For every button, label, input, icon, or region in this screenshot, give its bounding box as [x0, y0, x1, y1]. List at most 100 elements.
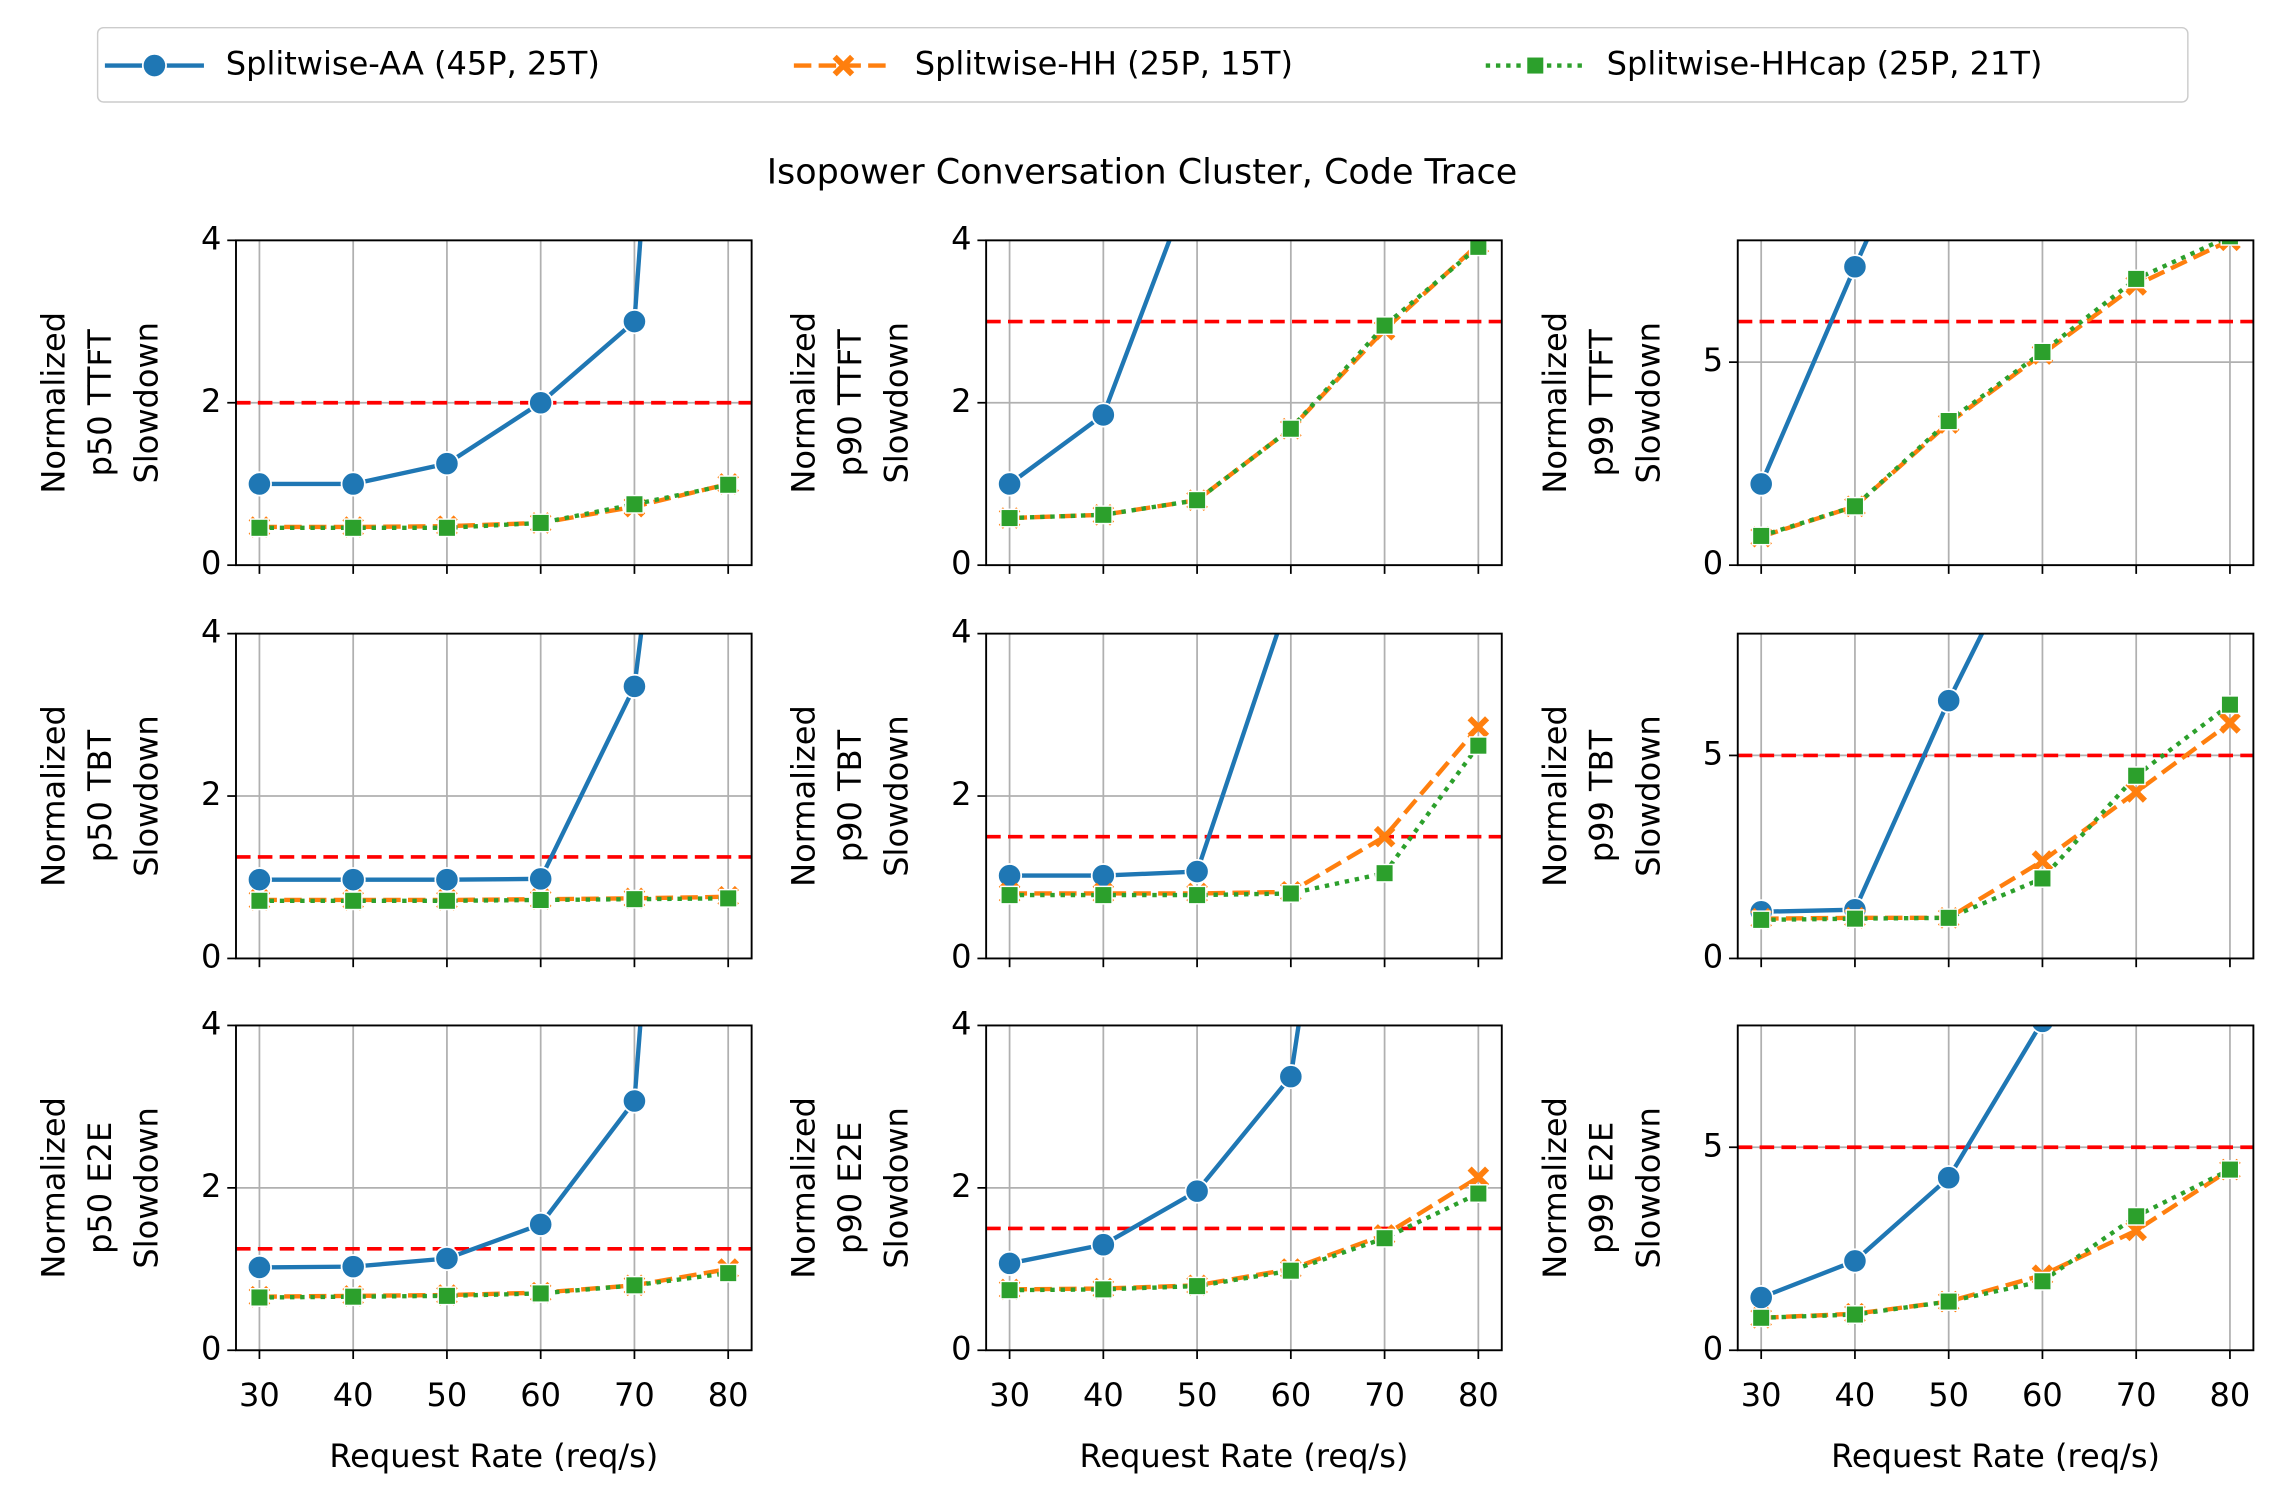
series-line [259, 1025, 643, 1270]
data-point [1748, 1284, 1774, 1311]
series-line [259, 481, 729, 530]
data-point [2126, 1206, 2146, 1226]
y-axis-label: Slowdown [1629, 715, 1667, 876]
series-line [259, 633, 644, 882]
x-tick-label: 40 [1083, 1376, 1124, 1414]
data-point [1467, 716, 1490, 738]
series-line [259, 894, 729, 903]
data-point [434, 867, 460, 893]
data-point [531, 1283, 551, 1303]
data-point [1184, 859, 1210, 885]
x-tick-label: 50 [1928, 1376, 1969, 1414]
axes-frame [235, 1024, 753, 1352]
data-point [1093, 885, 1113, 905]
data-point [1281, 419, 1301, 439]
y-axis-label: Slowdown [878, 1107, 916, 1268]
data-point [343, 891, 363, 911]
data-point [249, 1288, 269, 1307]
x-tick-label: 60 [520, 1376, 561, 1414]
data-point [2220, 240, 2240, 246]
data-point [1468, 736, 1488, 756]
data-point [2126, 269, 2146, 289]
data-point [1748, 471, 1774, 497]
x-tick-label: 70 [614, 1376, 655, 1414]
data-point [1375, 316, 1395, 336]
x-tick-label: 30 [239, 1376, 280, 1414]
y-tick-label: 5 [1703, 734, 1723, 772]
data-point [1468, 240, 1488, 257]
axes-frame [985, 1024, 1503, 1352]
x-tick-label: 40 [1835, 1376, 1876, 1414]
y-tick-label: 2 [201, 382, 221, 420]
legend-frame [96, 26, 2189, 103]
data-point [1842, 1248, 1868, 1274]
y-tick-label: 2 [201, 775, 221, 813]
data-point [437, 1286, 457, 1306]
data-point [1373, 825, 1396, 848]
data-point [249, 518, 269, 538]
data-point [1375, 1228, 1395, 1248]
data-point [437, 518, 457, 538]
y-axis-label: p50 E2E [81, 1122, 119, 1254]
data-point [1093, 505, 1113, 525]
series-line [259, 1266, 729, 1299]
series-line [259, 896, 729, 903]
x-axis-label: Request Rate (req/s) [329, 1437, 658, 1475]
series-line [1009, 245, 1480, 521]
legend-label: Splitwise-HHcap (25P, 21T) [1607, 45, 2043, 83]
data-point [340, 867, 366, 893]
y-axis-label: p50 TBT [81, 729, 119, 862]
data-point [621, 309, 647, 335]
y-tick-label: 0 [951, 1329, 971, 1367]
data-point [1187, 885, 1207, 905]
y-tick-label: 0 [951, 544, 971, 582]
data-point [1000, 885, 1020, 905]
y-axis-label: Slowdown [878, 715, 916, 876]
series-line [1761, 633, 1985, 914]
data-point [1936, 1165, 1962, 1191]
data-point [1845, 909, 1865, 929]
series-line [1760, 240, 2227, 539]
data-point [2219, 712, 2241, 734]
y-tick-label: 0 [1703, 1329, 1723, 1367]
y-axis-label: Normalized [1536, 312, 1574, 494]
data-point [343, 518, 363, 538]
x-tick-label: 70 [2116, 1376, 2157, 1414]
y-tick-label: 4 [201, 219, 221, 257]
y-axis-label: Slowdown [878, 322, 916, 483]
y-axis-label: Slowdown [1629, 1107, 1667, 1268]
y-axis-label: Slowdown [128, 715, 166, 876]
y-tick-label: 0 [201, 1329, 221, 1367]
data-point [1278, 1064, 1304, 1090]
series-line [1761, 702, 2232, 923]
series-line [259, 1270, 729, 1300]
legend-marker [832, 54, 855, 77]
y-tick-label: 0 [201, 937, 221, 975]
y-axis-label: Slowdown [128, 322, 166, 483]
data-point [1939, 908, 1959, 928]
data-point [246, 471, 272, 497]
data-point [246, 1254, 272, 1280]
x-tick-label: 30 [1741, 1376, 1782, 1414]
series-line [259, 240, 643, 487]
y-tick-label: 0 [201, 544, 221, 582]
data-point [2125, 781, 2148, 803]
axes-frame [1736, 1024, 2255, 1352]
data-point [340, 471, 366, 497]
y-axis-label: Normalized [34, 1097, 72, 1279]
y-axis-label: Slowdown [1629, 322, 1667, 483]
y-tick-label: 4 [951, 1004, 971, 1042]
data-point [1751, 910, 1771, 930]
plot-area [986, 240, 1502, 566]
data-point [2032, 342, 2052, 362]
series-line [1761, 1167, 2231, 1320]
data-point [997, 471, 1023, 497]
plot-area [235, 633, 752, 959]
data-point [434, 451, 460, 477]
series-line [1761, 1167, 2232, 1320]
y-axis-label: Normalized [34, 705, 72, 887]
data-point [2032, 1271, 2052, 1291]
series-line [1009, 633, 1280, 878]
data-point [343, 1287, 363, 1307]
